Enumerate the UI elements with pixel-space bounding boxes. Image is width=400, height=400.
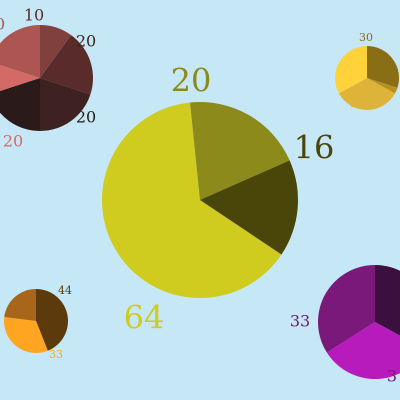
pie-4-slice-1 (36, 289, 68, 351)
pie-chart-3: 3033433 (335, 31, 400, 110)
pie-2-slice-6 (40, 78, 91, 131)
pie-3-slice-2 (367, 78, 398, 94)
pie-3-label-3: 34 (350, 97, 364, 110)
pie-5-slice-2 (326, 322, 400, 379)
pie-3-slice-3 (338, 78, 396, 110)
pie-5-label-2: 3 (387, 367, 397, 386)
pie-2-label-1: 20 (76, 108, 96, 127)
pie-chart-2: 20 20 10 10 20 (0, 6, 96, 151)
pie-chart-5: 333 (290, 265, 400, 386)
pie-2-slice-1 (0, 78, 40, 131)
pie-1-slice-3 (200, 160, 298, 255)
pie-2-slice-5 (40, 35, 93, 95)
pie-1-label-1: 64 (124, 299, 165, 337)
pie-2-label-2: 20 (3, 132, 23, 151)
pie-2-label-6: 20 (76, 32, 96, 51)
pie-5-slice-3 (318, 265, 375, 353)
pie-3-slice-1 (367, 46, 399, 88)
pie-4-slice-2 (4, 316, 48, 353)
pie-2-slice-2 (0, 65, 40, 91)
pie-5-slice-1 (375, 265, 400, 336)
pie-5-label-1: 33 (290, 312, 310, 331)
pie-4-label-2: 33 (49, 348, 63, 361)
pie-1-label-3: 16 (294, 129, 335, 167)
pie-1-slice-1 (102, 102, 282, 298)
pie-2-slice-3 (0, 25, 40, 78)
pie-3-slice-4 (335, 46, 367, 94)
pie-2-label-3: 10 (0, 15, 5, 34)
pie-1-label-2: 20 (171, 62, 212, 100)
pie-2-slice-4 (40, 25, 72, 78)
pie-chart-4: 44 33 (4, 284, 72, 361)
pie-4-label-1: 44 (58, 284, 72, 297)
pie-4-slice-3 (4, 289, 37, 321)
pie-3-label-1: 30 (359, 31, 373, 44)
pie-1-slice-2 (190, 101, 290, 200)
pie-2-label-5: 10 (24, 6, 44, 25)
pie-chart-1: 64 20 16 (102, 62, 334, 337)
pie-charts: 642016202010102030334334433333 (0, 6, 400, 386)
